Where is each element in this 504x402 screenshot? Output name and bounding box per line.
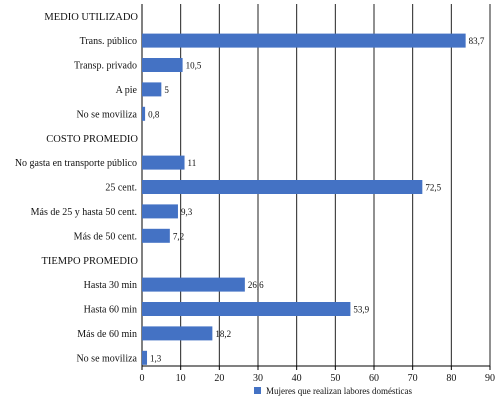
data-label: 11: [188, 158, 197, 168]
legend: Mujeres que realizan labores domésticas: [254, 386, 412, 396]
category-label: Transp. privado: [74, 61, 137, 72]
data-label: 0,8: [148, 109, 160, 119]
category-label: Más de 60 min: [77, 329, 137, 340]
data-label: 5: [164, 85, 169, 95]
category-label: Trans. público: [80, 36, 137, 47]
category-label: Más de 25 y hasta 50 cent.: [31, 207, 137, 218]
category-label: A pie: [116, 85, 138, 96]
x-tick-label: 90: [485, 373, 495, 384]
data-label: 26,6: [248, 280, 264, 290]
bar: [142, 106, 146, 121]
category-label: Hasta 60 min: [84, 305, 137, 316]
bar: [142, 302, 351, 316]
category-label: No se moviliza: [76, 109, 137, 120]
category-label: No se moviliza: [76, 353, 137, 364]
data-label: 9,3: [181, 207, 193, 217]
bars: [142, 33, 466, 365]
x-tick-label: 0: [140, 373, 145, 384]
bar: [142, 155, 185, 170]
bar: [142, 228, 170, 243]
category-label: 25 cent.: [105, 183, 137, 194]
data-label: 7,2: [173, 231, 184, 241]
bar: [142, 58, 183, 72]
data-label: 72,5: [425, 183, 441, 193]
category-label: Más de 50 cent.: [74, 231, 137, 242]
x-tick-label: 20: [214, 373, 224, 384]
bar: [142, 180, 423, 194]
category-labels: MEDIO UTILIZADO Trans. público 83,7 Transp.…: [15, 12, 485, 364]
x-axis-ticks: 0 10 20 30 40 50 60 70 80 90: [140, 366, 495, 384]
data-label: 53,9: [353, 305, 369, 315]
x-tick-label: 10: [176, 373, 186, 384]
x-tick-label: 80: [446, 373, 456, 384]
x-tick-label: 50: [330, 373, 340, 384]
legend-label: Mujeres que realizan labores domésticas: [266, 386, 412, 396]
bar: [142, 326, 213, 341]
group-label: TIEMPO PROMEDIO: [41, 256, 138, 267]
x-tick-label: 60: [369, 373, 379, 384]
bar: [142, 350, 148, 365]
data-label: 83,7: [469, 36, 485, 46]
category-label: Hasta 30 min: [84, 280, 137, 291]
x-tick-label: 30: [253, 373, 263, 384]
data-label: 18,2: [215, 329, 231, 339]
bar: [142, 204, 178, 219]
legend-swatch: [254, 387, 261, 394]
bar: [142, 33, 466, 48]
data-label: 10,5: [186, 61, 202, 71]
data-label: 1,3: [150, 353, 162, 363]
group-label: COSTO PROMEDIO: [46, 134, 138, 145]
bar: [142, 277, 245, 292]
x-tick-label: 70: [408, 373, 418, 384]
group-label: MEDIO UTILIZADO: [44, 12, 138, 23]
x-tick-label: 40: [292, 373, 302, 384]
category-label: No gasta en transporte público: [15, 158, 137, 169]
bar: [142, 82, 162, 97]
